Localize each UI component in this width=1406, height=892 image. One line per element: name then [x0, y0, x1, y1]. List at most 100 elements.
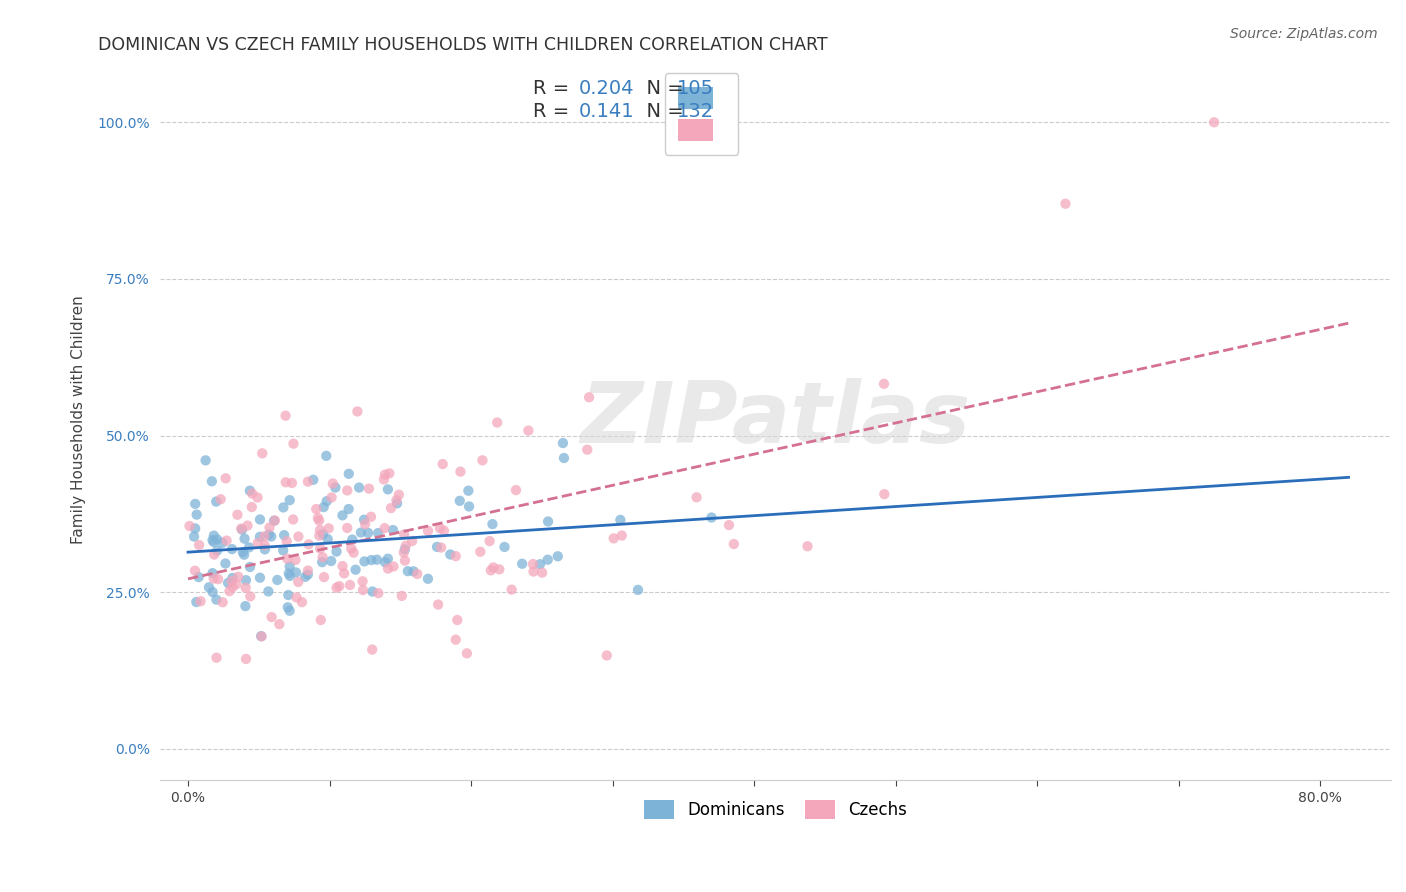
Point — [287, 574, 309, 589]
Point — [380, 501, 402, 516]
Point — [202, 528, 225, 542]
Point — [347, 481, 370, 495]
Point — [194, 453, 217, 467]
Point — [214, 557, 236, 571]
Point — [226, 508, 249, 522]
Point — [250, 629, 273, 643]
Point — [253, 529, 276, 543]
Point — [276, 551, 298, 566]
Point — [240, 500, 263, 514]
Point — [205, 533, 228, 547]
Point — [444, 632, 467, 647]
Point — [202, 535, 225, 549]
Point — [202, 548, 225, 562]
Point — [205, 650, 228, 665]
Point — [278, 604, 301, 618]
Point — [352, 574, 374, 589]
Point — [685, 491, 707, 505]
Point — [377, 551, 399, 566]
Point — [316, 532, 339, 546]
Point — [294, 570, 316, 584]
Text: 132: 132 — [676, 102, 714, 121]
Point — [385, 493, 408, 508]
Point — [522, 557, 544, 571]
Point — [260, 530, 283, 544]
Point — [873, 376, 896, 391]
Point — [377, 561, 399, 575]
Point — [426, 540, 449, 554]
Point — [1054, 196, 1077, 211]
Point — [332, 559, 354, 574]
Point — [529, 558, 551, 572]
Point — [284, 566, 307, 580]
Point — [378, 467, 401, 481]
Point — [277, 566, 299, 581]
Point — [281, 512, 304, 526]
Point — [602, 532, 624, 546]
Point — [283, 436, 305, 450]
Point — [209, 492, 232, 507]
Point — [205, 543, 228, 558]
Point — [427, 598, 450, 612]
Point — [278, 559, 301, 574]
Point — [215, 533, 238, 548]
Text: 0.141: 0.141 — [578, 102, 634, 121]
Point — [388, 488, 411, 502]
Point — [350, 525, 373, 540]
Point — [269, 617, 291, 632]
Point — [374, 467, 396, 482]
Point — [361, 584, 384, 599]
Point — [235, 581, 257, 595]
Point — [382, 559, 405, 574]
Point — [239, 590, 262, 604]
Point — [198, 580, 221, 594]
Point — [360, 553, 382, 567]
Point — [207, 572, 229, 586]
Point — [284, 553, 307, 567]
Text: R =: R = — [533, 78, 575, 98]
Point — [342, 533, 364, 547]
Point — [374, 555, 396, 569]
Point — [186, 508, 208, 522]
Point — [332, 508, 354, 523]
Point — [553, 450, 575, 465]
Point — [253, 542, 276, 557]
Point — [531, 566, 554, 580]
Point — [312, 570, 335, 584]
Point — [285, 591, 308, 605]
Point — [252, 446, 274, 460]
Point — [336, 521, 359, 535]
Point — [235, 573, 257, 587]
Point — [578, 390, 600, 404]
Point — [385, 496, 408, 510]
Point — [547, 549, 569, 564]
Point — [374, 521, 396, 535]
Point — [312, 500, 335, 515]
Point — [201, 585, 224, 599]
Point — [250, 629, 273, 643]
Point — [353, 554, 375, 568]
Point — [352, 582, 374, 597]
Point — [339, 578, 361, 592]
Point — [367, 526, 389, 541]
Point — [361, 642, 384, 657]
Point — [457, 483, 479, 498]
Point — [456, 646, 478, 660]
Point — [322, 476, 344, 491]
Point — [416, 572, 439, 586]
Point — [328, 579, 350, 593]
Text: DOMINICAN VS CZECH FAMILY HOUSEHOLDS WITH CHILDREN CORRELATION CHART: DOMINICAN VS CZECH FAMILY HOUSEHOLDS WIT… — [98, 36, 828, 54]
Point — [596, 648, 619, 663]
Point — [382, 523, 405, 537]
Point — [315, 449, 337, 463]
Point — [239, 560, 262, 574]
Point — [576, 442, 599, 457]
Point — [325, 481, 347, 495]
Point — [232, 545, 254, 559]
Point — [458, 500, 481, 514]
Point — [537, 552, 560, 566]
Point — [221, 580, 243, 594]
Point — [501, 582, 523, 597]
Point — [297, 564, 319, 578]
Point — [396, 564, 419, 578]
